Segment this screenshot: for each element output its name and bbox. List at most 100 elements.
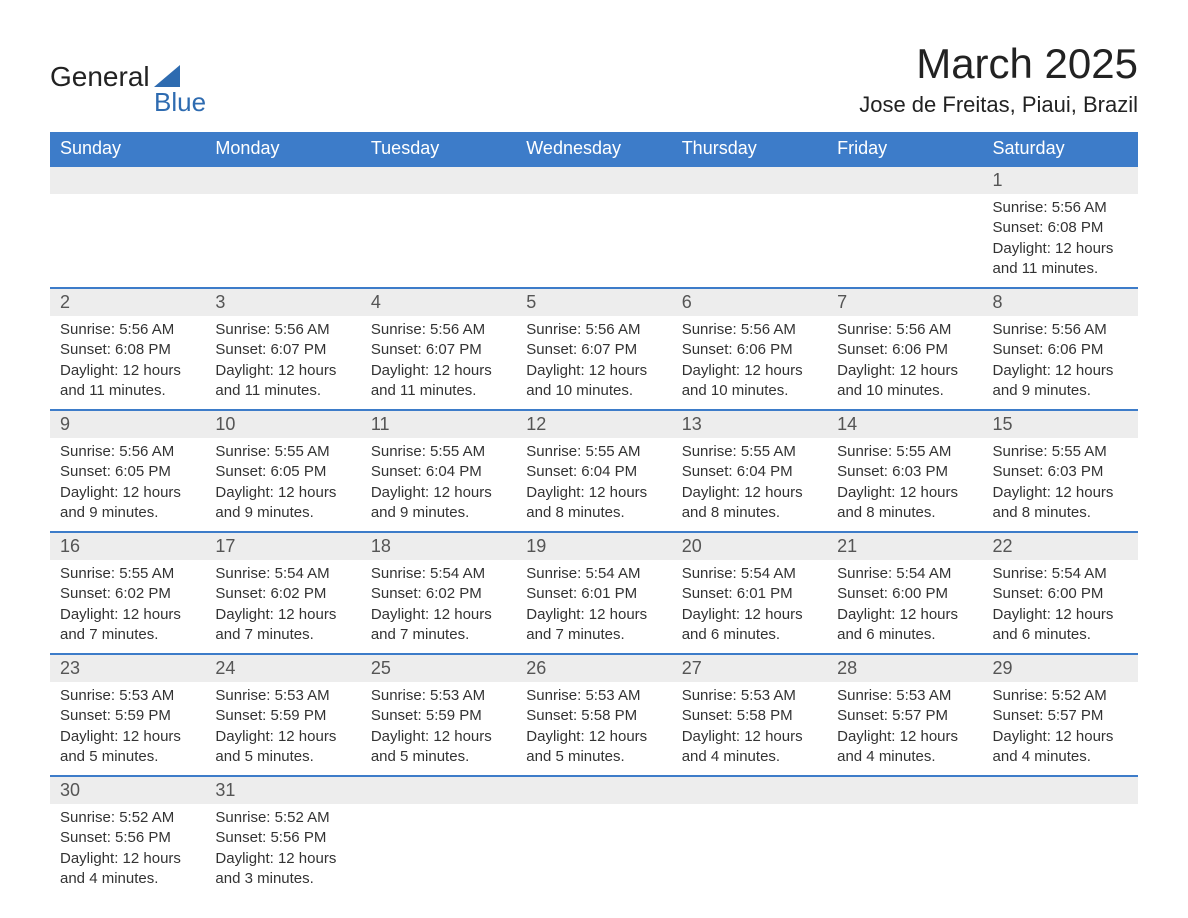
sunset-line: Sunset: 6:01 PM [682, 584, 817, 604]
sunset-line: Sunset: 6:00 PM [993, 584, 1128, 604]
cell-body: Sunrise: 5:55 AMSunset: 6:03 PMDaylight:… [827, 438, 982, 531]
sunset-line: Sunset: 6:04 PM [526, 462, 661, 482]
day-number: 1 [983, 167, 1138, 194]
sunrise-line: Sunrise: 5:52 AM [993, 686, 1128, 706]
calendar-cell: 4Sunrise: 5:56 AMSunset: 6:07 PMDaylight… [361, 288, 516, 410]
calendar-cell [516, 166, 671, 288]
daylight-line: Daylight: 12 hours and 5 minutes. [526, 727, 661, 768]
sunrise-line: Sunrise: 5:55 AM [371, 442, 506, 462]
day-number [516, 167, 671, 194]
calendar-table: SundayMondayTuesdayWednesdayThursdayFrid… [50, 132, 1138, 897]
brand-text-2: Blue [154, 87, 206, 118]
day-number: 16 [50, 533, 205, 560]
cell-body [827, 194, 982, 268]
sunset-line: Sunset: 6:06 PM [682, 340, 817, 360]
cell-body: Sunrise: 5:53 AMSunset: 5:58 PMDaylight:… [672, 682, 827, 775]
sunrise-line: Sunrise: 5:56 AM [993, 198, 1128, 218]
calendar-cell: 11Sunrise: 5:55 AMSunset: 6:04 PMDayligh… [361, 410, 516, 532]
day-number: 18 [361, 533, 516, 560]
daylight-line: Daylight: 12 hours and 8 minutes. [993, 483, 1128, 524]
day-number [672, 777, 827, 804]
page-header: General Blue March 2025 Jose de Freitas,… [50, 40, 1138, 118]
brand-logo: General Blue [50, 61, 206, 118]
calendar-cell: 17Sunrise: 5:54 AMSunset: 6:02 PMDayligh… [205, 532, 360, 654]
sunrise-line: Sunrise: 5:53 AM [60, 686, 195, 706]
calendar-week-row: 30Sunrise: 5:52 AMSunset: 5:56 PMDayligh… [50, 776, 1138, 897]
sunrise-line: Sunrise: 5:56 AM [60, 320, 195, 340]
weekday-header: Saturday [983, 132, 1138, 166]
calendar-cell [516, 776, 671, 897]
daylight-line: Daylight: 12 hours and 7 minutes. [526, 605, 661, 646]
cell-body [205, 194, 360, 268]
sunrise-line: Sunrise: 5:55 AM [993, 442, 1128, 462]
cell-body: Sunrise: 5:56 AMSunset: 6:06 PMDaylight:… [672, 316, 827, 409]
calendar-cell [827, 166, 982, 288]
day-number: 22 [983, 533, 1138, 560]
cell-body: Sunrise: 5:53 AMSunset: 5:59 PMDaylight:… [361, 682, 516, 775]
daylight-line: Daylight: 12 hours and 8 minutes. [837, 483, 972, 524]
day-number: 11 [361, 411, 516, 438]
cell-body: Sunrise: 5:56 AMSunset: 6:08 PMDaylight:… [983, 194, 1138, 287]
daylight-line: Daylight: 12 hours and 3 minutes. [215, 849, 350, 890]
calendar-cell: 8Sunrise: 5:56 AMSunset: 6:06 PMDaylight… [983, 288, 1138, 410]
calendar-cell: 31Sunrise: 5:52 AMSunset: 5:56 PMDayligh… [205, 776, 360, 897]
calendar-cell: 13Sunrise: 5:55 AMSunset: 6:04 PMDayligh… [672, 410, 827, 532]
sunrise-line: Sunrise: 5:56 AM [60, 442, 195, 462]
sunrise-line: Sunrise: 5:54 AM [682, 564, 817, 584]
day-number [361, 777, 516, 804]
day-number [50, 167, 205, 194]
day-number: 25 [361, 655, 516, 682]
sunset-line: Sunset: 6:04 PM [371, 462, 506, 482]
daylight-line: Daylight: 12 hours and 9 minutes. [371, 483, 506, 524]
calendar-cell [827, 776, 982, 897]
day-number: 31 [205, 777, 360, 804]
cell-body: Sunrise: 5:55 AMSunset: 6:03 PMDaylight:… [983, 438, 1138, 531]
sunset-line: Sunset: 6:04 PM [682, 462, 817, 482]
day-number [672, 167, 827, 194]
cell-body: Sunrise: 5:52 AMSunset: 5:57 PMDaylight:… [983, 682, 1138, 775]
sunrise-line: Sunrise: 5:55 AM [837, 442, 972, 462]
day-number: 19 [516, 533, 671, 560]
day-number: 20 [672, 533, 827, 560]
daylight-line: Daylight: 12 hours and 7 minutes. [215, 605, 350, 646]
day-number: 10 [205, 411, 360, 438]
sunset-line: Sunset: 6:01 PM [526, 584, 661, 604]
daylight-line: Daylight: 12 hours and 5 minutes. [215, 727, 350, 768]
sunset-line: Sunset: 6:03 PM [837, 462, 972, 482]
calendar-cell [361, 166, 516, 288]
sunrise-line: Sunrise: 5:53 AM [837, 686, 972, 706]
daylight-line: Daylight: 12 hours and 9 minutes. [60, 483, 195, 524]
sunrise-line: Sunrise: 5:56 AM [371, 320, 506, 340]
calendar-cell: 9Sunrise: 5:56 AMSunset: 6:05 PMDaylight… [50, 410, 205, 532]
cell-body: Sunrise: 5:53 AMSunset: 5:59 PMDaylight:… [50, 682, 205, 775]
sunset-line: Sunset: 5:57 PM [993, 706, 1128, 726]
sunset-line: Sunset: 6:02 PM [371, 584, 506, 604]
sunset-line: Sunset: 6:02 PM [215, 584, 350, 604]
sunset-line: Sunset: 6:07 PM [215, 340, 350, 360]
calendar-week-row: 16Sunrise: 5:55 AMSunset: 6:02 PMDayligh… [50, 532, 1138, 654]
daylight-line: Daylight: 12 hours and 10 minutes. [837, 361, 972, 402]
sunset-line: Sunset: 6:00 PM [837, 584, 972, 604]
weekday-header: Wednesday [516, 132, 671, 166]
sunrise-line: Sunrise: 5:54 AM [215, 564, 350, 584]
cell-body: Sunrise: 5:55 AMSunset: 6:04 PMDaylight:… [361, 438, 516, 531]
cell-body: Sunrise: 5:56 AMSunset: 6:07 PMDaylight:… [516, 316, 671, 409]
sunrise-line: Sunrise: 5:56 AM [837, 320, 972, 340]
calendar-cell: 25Sunrise: 5:53 AMSunset: 5:59 PMDayligh… [361, 654, 516, 776]
calendar-cell: 14Sunrise: 5:55 AMSunset: 6:03 PMDayligh… [827, 410, 982, 532]
day-number [827, 167, 982, 194]
calendar-cell [205, 166, 360, 288]
sunrise-line: Sunrise: 5:52 AM [215, 808, 350, 828]
day-number: 26 [516, 655, 671, 682]
sunset-line: Sunset: 6:06 PM [837, 340, 972, 360]
day-number: 12 [516, 411, 671, 438]
sunset-line: Sunset: 5:56 PM [215, 828, 350, 848]
cell-body [827, 804, 982, 878]
day-number: 15 [983, 411, 1138, 438]
cell-body: Sunrise: 5:56 AMSunset: 6:08 PMDaylight:… [50, 316, 205, 409]
daylight-line: Daylight: 12 hours and 4 minutes. [837, 727, 972, 768]
cell-body: Sunrise: 5:54 AMSunset: 6:01 PMDaylight:… [672, 560, 827, 653]
sunrise-line: Sunrise: 5:55 AM [215, 442, 350, 462]
day-number: 2 [50, 289, 205, 316]
cell-body: Sunrise: 5:52 AMSunset: 5:56 PMDaylight:… [205, 804, 360, 897]
